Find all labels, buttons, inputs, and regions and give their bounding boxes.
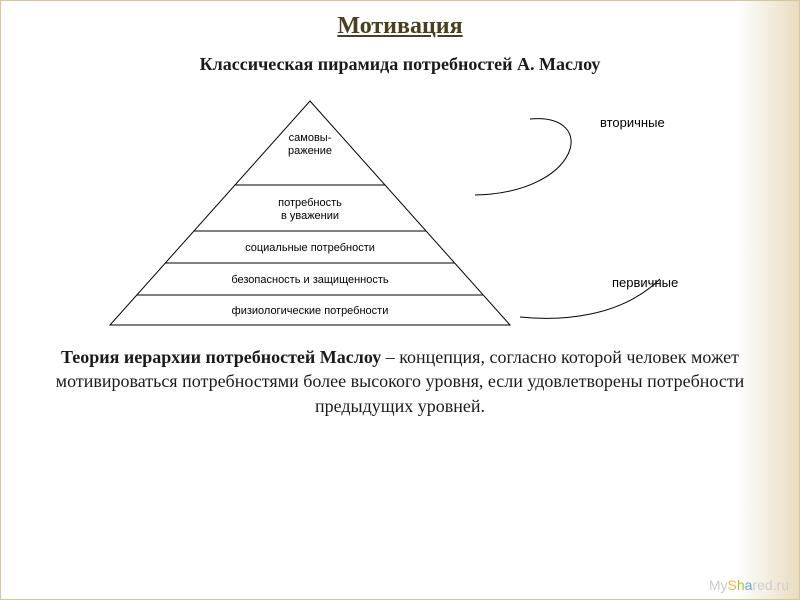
svg-text:самовы-: самовы- (289, 132, 332, 144)
svg-text:ражение: ражение (288, 145, 332, 157)
wm-prefix: My (709, 577, 728, 593)
label-secondary: вторичные (600, 115, 665, 130)
pyramid-svg: самовы-ражение потребностьв уважении социа… (100, 93, 520, 333)
wm-h: h (737, 577, 745, 593)
label-primary: первичные (612, 275, 678, 290)
svg-text:безопасность и защищенность: безопасность и защищенность (231, 274, 389, 286)
pyramid-diagram: самовы-ражение потребностьв уважении социа… (40, 93, 760, 333)
subtitle: Классическая пирамида потребностей А. Ма… (1, 54, 799, 75)
wm-suffix: red.ru (752, 577, 789, 593)
svg-text:в уважении: в уважении (281, 210, 339, 222)
svg-text:социальные потребности: социальные потребности (245, 242, 375, 254)
page-title: Мотивация (1, 1, 799, 40)
svg-text:потребность: потребность (278, 197, 342, 209)
description-text: Теория иерархии потребностей Маслоу – ко… (1, 333, 799, 418)
watermark: MyShared.ru (709, 577, 789, 593)
svg-text:физиологические потребности: физиологические потребности (232, 305, 389, 317)
wm-s: S (727, 577, 736, 593)
description-bold: Теория иерархии потребностей Маслоу (61, 347, 381, 367)
